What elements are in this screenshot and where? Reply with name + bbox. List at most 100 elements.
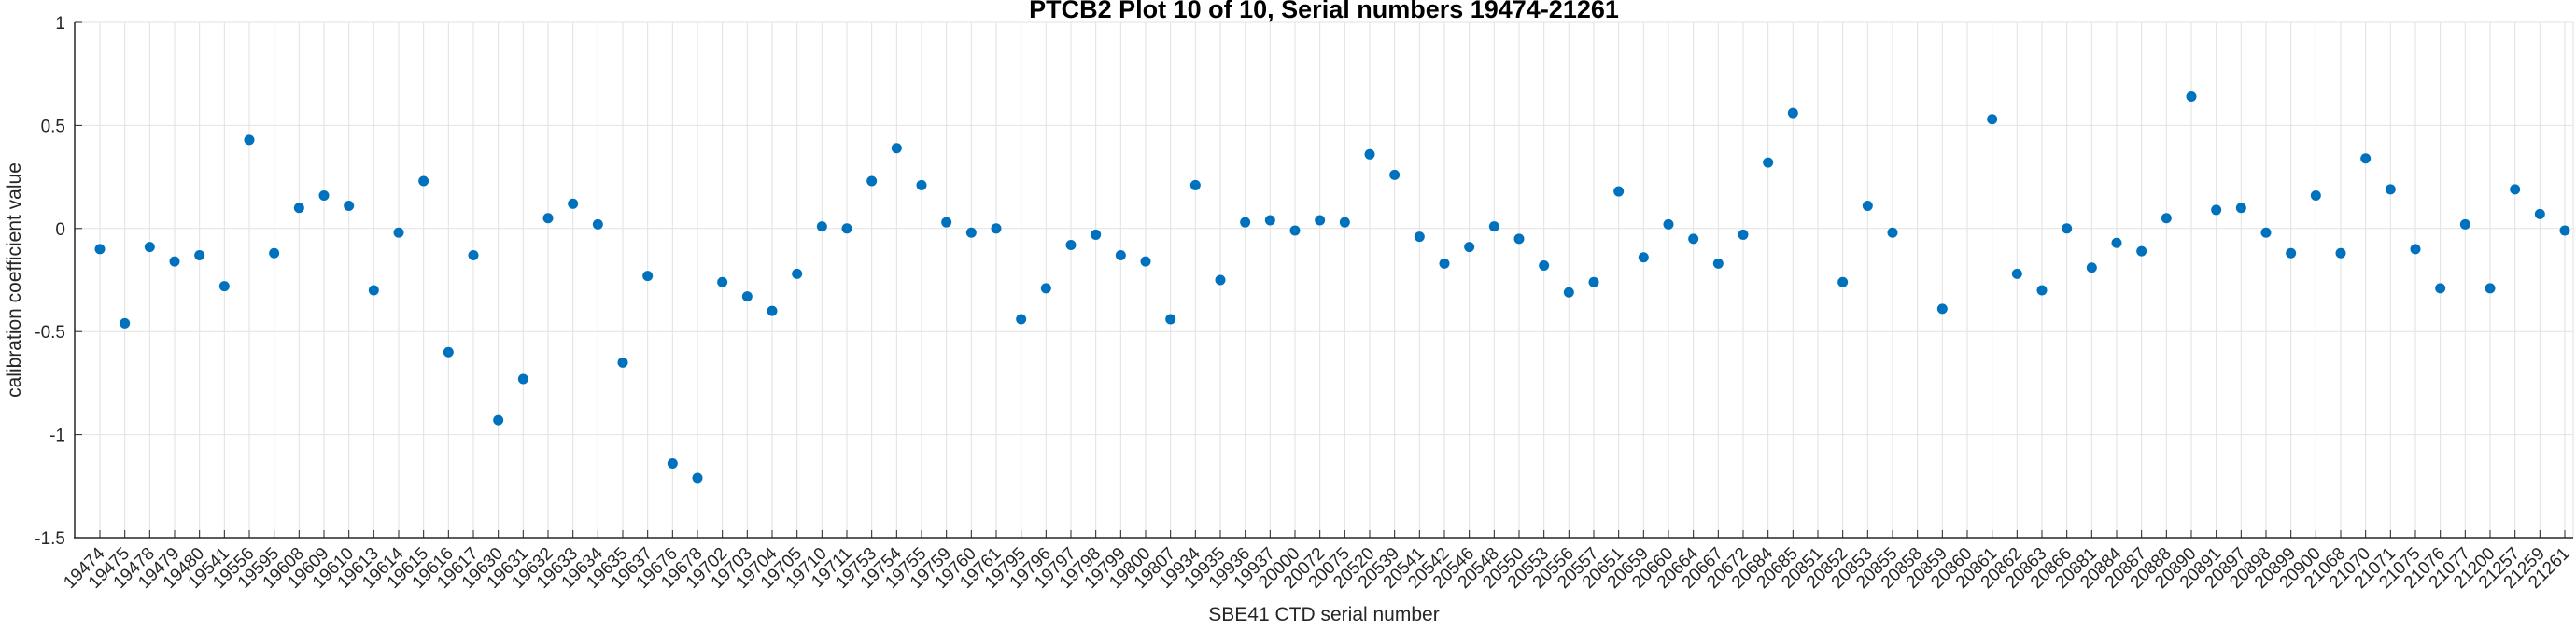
data-point	[1414, 231, 1425, 243]
y-tick-label: -1	[49, 427, 65, 446]
data-point	[816, 221, 827, 232]
data-point	[1115, 250, 1126, 261]
data-point	[2410, 244, 2421, 255]
data-point	[1663, 218, 1674, 230]
data-point	[393, 227, 404, 238]
data-point	[1140, 256, 1151, 267]
data-point	[1040, 283, 1051, 294]
data-point	[493, 414, 504, 426]
data-point	[1315, 215, 1326, 226]
data-point	[841, 223, 852, 234]
y-tick-label: 1	[55, 14, 65, 34]
data-point	[2485, 283, 2496, 294]
data-point	[194, 250, 205, 261]
data-point	[667, 458, 678, 470]
axis-ticks	[75, 21, 2566, 539]
data-point	[1588, 276, 1599, 287]
axis-lines	[74, 22, 2574, 539]
data-point	[2062, 223, 2073, 234]
data-point	[642, 271, 654, 282]
data-point	[1837, 276, 1849, 287]
data-point	[218, 281, 230, 292]
data-point	[2011, 268, 2022, 279]
data-point	[1862, 201, 1873, 212]
x-tick-labels: 1947419475194781947919480195411955619595…	[60, 543, 2573, 593]
data-point	[443, 346, 454, 358]
data-point	[1016, 314, 1027, 325]
data-point	[1987, 114, 1998, 125]
data-point	[94, 244, 106, 255]
data-point	[344, 201, 355, 212]
data-point	[2136, 245, 2147, 257]
data-point	[792, 268, 803, 279]
data-point	[1091, 229, 1102, 240]
data-point	[568, 198, 579, 209]
y-tick-label: -1.5	[35, 529, 65, 549]
data-point	[2385, 184, 2396, 195]
data-point	[2211, 204, 2222, 216]
data-point	[1763, 157, 1774, 168]
data-point	[1464, 242, 1475, 253]
data-point	[617, 357, 628, 368]
data-point	[592, 218, 603, 230]
data-point	[468, 250, 479, 261]
data-point	[1189, 179, 1201, 190]
data-point	[1787, 107, 1798, 119]
data-point	[2286, 247, 2297, 259]
data-point	[2534, 208, 2545, 219]
data-point	[1539, 260, 1550, 272]
x-axis-title: SBE41 CTD serial number	[1208, 604, 1439, 625]
data-point	[169, 256, 180, 267]
data-point	[1339, 217, 1350, 228]
data-point	[1513, 233, 1525, 245]
data-point	[1688, 233, 1699, 245]
data-point	[2036, 285, 2048, 296]
data-point	[1264, 215, 1275, 226]
y-tick-labels: 1 0.5 0 -0.5 -1 -1.5	[35, 14, 65, 549]
data-point	[2186, 91, 2197, 102]
data-point	[717, 276, 728, 287]
data-point	[244, 134, 255, 146]
data-point	[891, 143, 902, 154]
data-point	[2335, 247, 2346, 259]
data-point	[1215, 274, 1226, 286]
y-axis-title: calibration coefficient value	[4, 162, 25, 398]
data-point	[1165, 314, 1176, 325]
y-tick-label: -0.5	[35, 323, 65, 343]
data-point	[2235, 203, 2246, 214]
data-point	[2510, 184, 2521, 195]
data-point	[418, 175, 429, 187]
data-point	[1712, 258, 1724, 269]
data-point	[741, 291, 753, 302]
data-point	[318, 189, 330, 201]
data-point	[692, 472, 703, 484]
data-point	[767, 305, 778, 316]
data-point	[2086, 262, 2097, 273]
data-point	[542, 213, 554, 224]
grid-lines	[75, 21, 2573, 538]
data-point	[1289, 225, 1301, 236]
data-point	[1936, 303, 1948, 315]
data-point	[517, 373, 528, 385]
data-point	[916, 179, 927, 190]
y-tick-label: 0.5	[41, 117, 65, 136]
data-point	[1364, 148, 1375, 160]
data-points	[94, 91, 2570, 484]
data-point	[1738, 229, 1749, 240]
data-point	[1240, 217, 1251, 228]
data-point	[368, 285, 379, 296]
chart-title: PTCB2 Plot 10 of 10, Serial numbers 1947…	[1029, 0, 1619, 23]
data-point	[991, 223, 1002, 234]
data-point	[120, 317, 131, 329]
data-point	[1389, 169, 1401, 180]
data-point	[2111, 237, 2122, 248]
data-point	[2459, 218, 2470, 230]
data-point	[1488, 221, 1499, 232]
data-point	[1638, 252, 1649, 263]
data-point	[1613, 186, 1625, 197]
data-point	[2310, 189, 2321, 201]
data-point	[965, 227, 977, 238]
data-point	[941, 217, 952, 228]
